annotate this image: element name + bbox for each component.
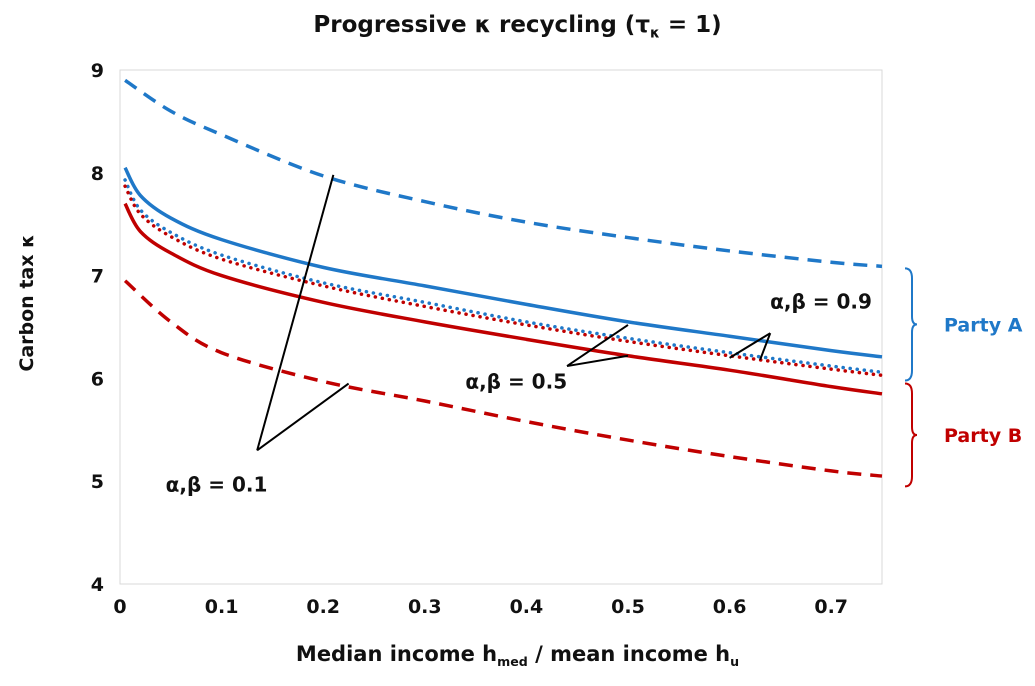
series-line-party-b-dashed xyxy=(123,279,883,478)
series-line-party-b-solid xyxy=(123,202,883,396)
bracket-party-a xyxy=(904,267,918,382)
x-tick-label: 0 xyxy=(113,596,126,618)
annotation-leader-line xyxy=(759,332,772,361)
party-brackets: Party A Party B xyxy=(904,267,1023,488)
x-axis-label: Median income hmed / mean income hu xyxy=(295,642,740,670)
y-tick-label: 9 xyxy=(91,60,104,82)
series-line-party-a-solid xyxy=(123,166,883,359)
series-line-party-a-dashed xyxy=(124,78,883,269)
bracket-party-b xyxy=(904,382,918,488)
series-line-party-b-dotted xyxy=(123,184,884,378)
y-tick-label: 8 xyxy=(91,163,104,185)
y-tick-label: 7 xyxy=(91,266,104,288)
annotation-leader-line xyxy=(566,354,629,368)
annotation-leader-line xyxy=(566,324,629,367)
legend-label-party-a: Party A xyxy=(944,314,1023,336)
y-tick-label: 6 xyxy=(91,368,104,390)
annotation-leader-line xyxy=(256,382,350,452)
annotation-leaders xyxy=(256,174,772,452)
x-tick-label: 0.5 xyxy=(611,596,645,618)
series-line-party-a-dotted xyxy=(123,178,884,374)
plot-frame xyxy=(119,69,883,585)
series-layer xyxy=(123,78,884,478)
annotation-label: α,β = 0.1 xyxy=(166,472,268,496)
x-tick-label: 0.4 xyxy=(510,596,544,618)
x-tick-label: 0.1 xyxy=(205,596,239,618)
x-tick-label: 0.2 xyxy=(306,596,340,618)
annotation-label: α,β = 0.5 xyxy=(465,370,567,394)
x-tick-label: 0.3 xyxy=(408,596,442,618)
annotation-leader-line xyxy=(256,174,335,451)
y-tick-label: 4 xyxy=(91,574,104,596)
chart-title: Progressive κ recycling (τκ = 1) xyxy=(313,12,722,42)
y-axis-label: Carbon tax κ xyxy=(16,234,38,372)
annotations: α,β = 0.9 α,β = 0.5 α,β = 0.1 xyxy=(166,289,872,496)
annotation-leader-line xyxy=(729,332,771,359)
legend-label-party-b: Party B xyxy=(944,425,1022,447)
x-tick-label: 0.7 xyxy=(814,596,848,618)
axis-ticks: 0 0.1 0.2 0.3 0.4 0.5 0.6 0.7 4 5 6 7 8 9 xyxy=(91,60,848,618)
y-tick-label: 5 xyxy=(91,471,104,493)
annotation-label: α,β = 0.9 xyxy=(770,289,872,313)
x-tick-label: 0.6 xyxy=(713,596,747,618)
